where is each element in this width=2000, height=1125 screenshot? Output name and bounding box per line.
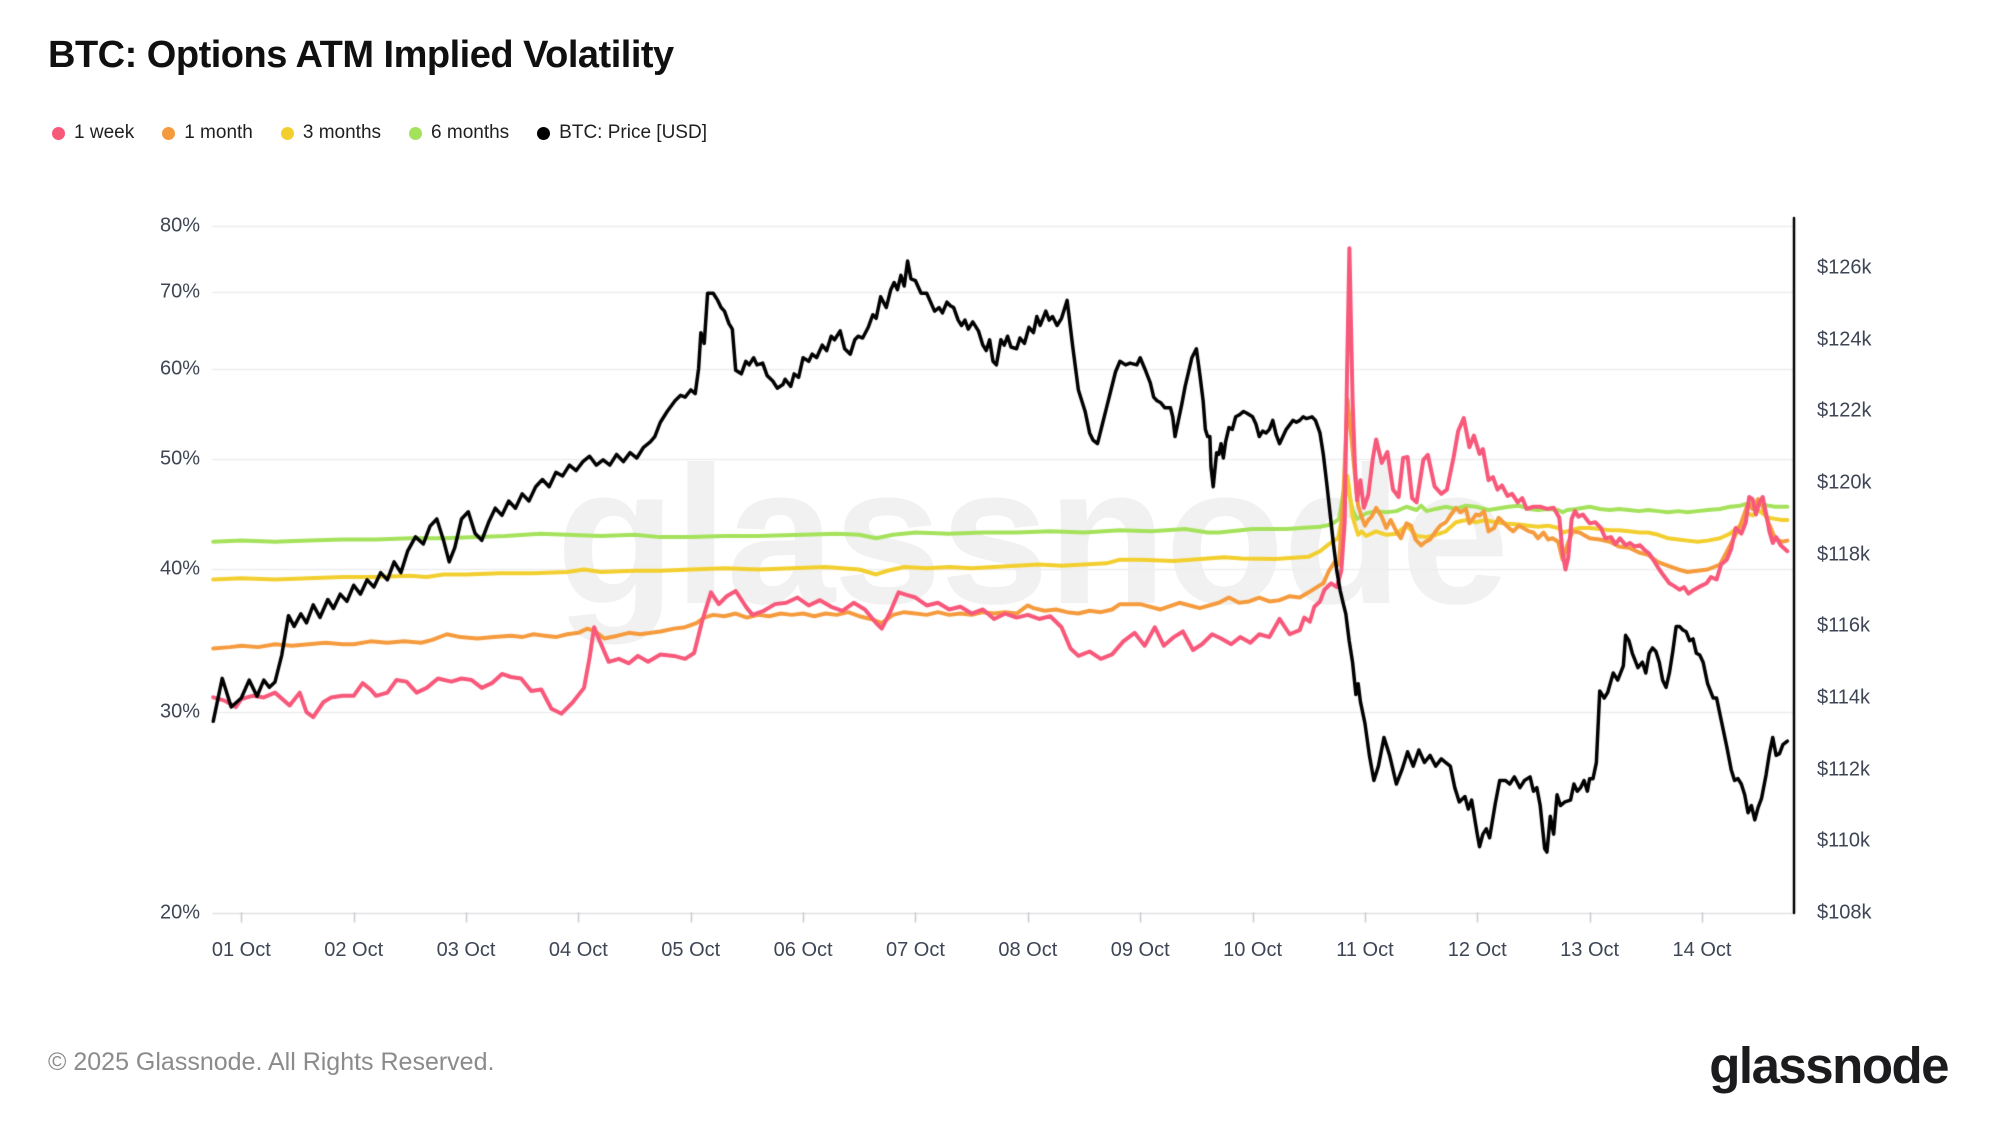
y-right-tick-label: $120k [1817, 471, 1872, 494]
x-axis-tick-label: 09 Oct [1110, 939, 1170, 961]
y-left-tick-label: 60% [159, 357, 200, 380]
y-left-tick-label: 30% [159, 700, 200, 723]
x-axis-tick-label: 14 Oct [1672, 939, 1732, 961]
y-right-tick-label: $116k [1817, 614, 1871, 637]
x-axis-tick-label: 08 Oct [998, 939, 1058, 961]
y-left-tick-label: 20% [159, 901, 200, 924]
x-axis-tick-label: 02 Oct [324, 939, 384, 961]
x-axis-tick-label: 11 Oct [1336, 939, 1394, 961]
y-right-tick-label: $124k [1817, 328, 1872, 351]
glassnode-logo: glassnode [1709, 1037, 1949, 1094]
y-left-tick-label: 50% [159, 447, 200, 470]
y-right-tick-label: $126k [1817, 256, 1872, 279]
x-axis-tick-label: 04 Oct [548, 939, 608, 961]
x-axis-tick-label: 05 Oct [661, 939, 721, 961]
copyright-text: © 2025 Glassnode. All Rights Reserved. [48, 1048, 495, 1076]
y-left-tick-label: 70% [159, 280, 200, 303]
x-axis-tick-label: 13 Oct [1560, 939, 1620, 961]
x-axis-tick-label: 03 Oct [436, 939, 496, 961]
x-axis-tick-label: 12 Oct [1447, 939, 1507, 961]
y-right-tick-label: $108k [1817, 901, 1872, 924]
x-axis-tick-label: 06 Oct [773, 939, 833, 961]
x-axis-tick-label: 01 Oct [211, 939, 271, 961]
x-axis-tick-label: 07 Oct [886, 939, 945, 961]
y-left-tick-label: 40% [159, 557, 200, 580]
y-right-tick-label: $118k [1817, 543, 1871, 566]
y-right-tick-label: $112k [1817, 758, 1871, 781]
y-right-tick-label: $110k [1817, 829, 1871, 852]
y-left-tick-label: 80% [159, 214, 200, 237]
x-axis-tick-label: 10 Oct [1223, 939, 1283, 961]
y-right-tick-label: $114k [1817, 686, 1871, 709]
y-right-tick-label: $122k [1817, 399, 1872, 422]
